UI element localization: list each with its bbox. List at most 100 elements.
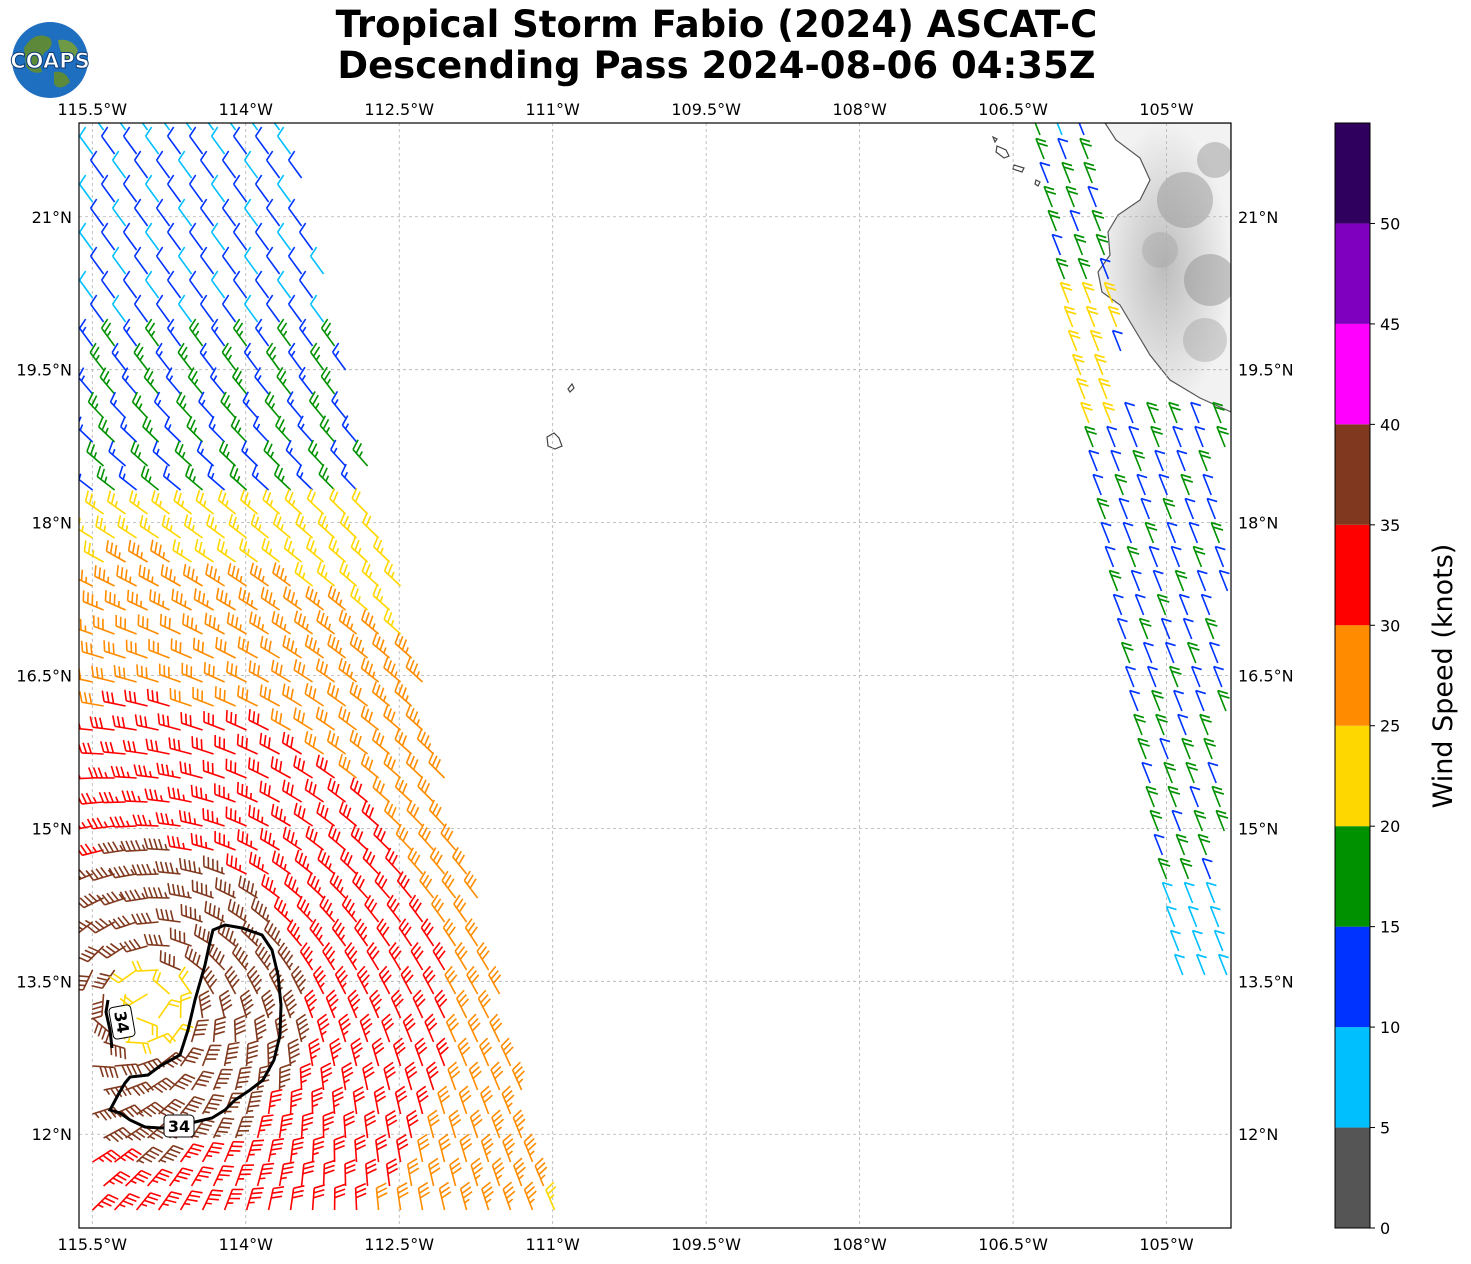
wind-barb [202,808,225,827]
wind-barb [277,942,294,971]
wind-barb [459,1181,473,1211]
wind-barb [447,1061,461,1091]
wind-barb [214,686,236,707]
wind-barb [371,1037,385,1067]
wind-barb [372,776,391,803]
wind-barb [97,841,126,855]
lon-tick-label-bottom: 112.5°W [364,1235,434,1254]
wind-barb [150,539,170,563]
wind-barb [199,198,215,227]
wind-barb [372,536,391,563]
wind-barb [79,222,94,251]
wind-barb [306,488,325,515]
wind-barb [179,1190,203,1211]
wind-barb [89,716,115,731]
wind-barb [136,1017,158,1037]
wind-barb [339,561,358,587]
wind-barb [309,246,325,275]
wind-barb [316,801,336,827]
wind-barb [1184,497,1196,520]
wind-barb [208,415,226,443]
wind-barb [383,705,402,731]
wind-barb [350,1037,363,1067]
wind-barb [126,589,148,611]
wind-barb [160,564,181,587]
wind-barb [214,831,236,851]
wind-barb [361,560,380,587]
wind-barb [188,174,204,203]
wind-barb [224,965,240,995]
wind-barb [188,126,204,155]
lon-tick-label-bottom: 105°W [1139,1235,1194,1254]
wind-barb [331,918,347,947]
wind-barb [417,1181,431,1211]
wind-barb [265,246,281,275]
wind-barb [477,989,491,1019]
islas-marias-1 [995,145,1010,159]
wind-barb [133,342,149,371]
lat-tick-label-right: 21°N [1238,208,1278,227]
wind-barb [272,562,292,587]
colorbar-bin [1335,524,1370,626]
wind-barb [119,938,148,953]
wind-barb [95,515,116,539]
colorbar-bin [1335,1127,1370,1228]
wind-barb [330,439,347,467]
wind-barb [1171,809,1183,832]
wind-barb [458,1085,472,1115]
wind-barb [246,965,263,995]
wind-barb [1179,857,1193,880]
wind-barb [481,1181,494,1211]
wind-barb [198,990,212,1019]
wind-barb [1075,377,1089,400]
wind-barb [419,870,435,899]
wind-barb [188,222,204,251]
wind-barb [293,610,314,635]
wind-barb [442,918,457,947]
wind-barb [259,827,280,851]
wind-barb [153,391,171,419]
wind-barb [192,687,214,707]
wind-barb [118,465,138,491]
wind-barb [125,1169,152,1187]
wind-barb [221,342,237,371]
wind-barb [287,150,303,179]
wind-barb [231,943,249,971]
wind-barb [1071,353,1085,376]
lon-tick-label-bottom: 109.5°W [671,1235,741,1254]
wind-barb [1161,881,1173,904]
svg-text:34: 34 [168,1117,190,1136]
wind-barb [251,464,270,491]
wind-barb [438,1181,452,1211]
wind-barb [276,366,292,395]
map-frame [78,122,1232,1229]
wind-barb [333,1135,345,1163]
wind-barb [243,246,259,275]
wind-barb [100,174,116,203]
wind-barb [384,847,402,875]
wind-barb [111,198,127,227]
wind-barb [1182,617,1194,640]
wind-barb [111,342,127,371]
islas-marias-3 [1034,179,1041,187]
wind-barb [169,1073,196,1091]
wind-barb [271,611,292,635]
wind-barb [187,367,204,395]
wind-barb [293,755,314,779]
colorbar-bin [1335,826,1370,927]
wind-barb [168,737,192,755]
wind-barb [232,126,248,155]
wind-barb [362,847,380,875]
wind-barb [1175,833,1189,856]
wind-barb [396,1134,409,1163]
wind-barb [247,757,269,779]
lon-tick-label-top: 111°W [526,100,581,119]
contour-label-2: 34 [163,1114,195,1138]
wind-barb [427,1157,441,1187]
wind-barb [299,1062,312,1091]
wind-barb [125,1081,155,1097]
wind-barb [86,441,105,467]
wind-barb [199,246,215,275]
wind-barb [1067,329,1081,352]
wind-barb [1172,425,1184,448]
